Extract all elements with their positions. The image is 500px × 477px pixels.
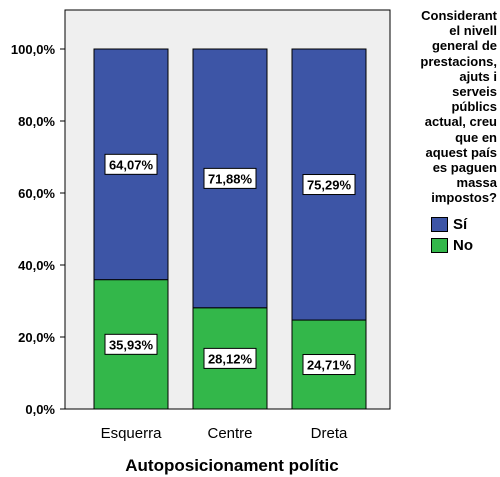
legend-title-line: aquest país — [425, 144, 497, 160]
x-category-label: Centre — [207, 425, 252, 442]
legend-item: No — [431, 235, 497, 256]
data-label: 75,29% — [307, 178, 352, 193]
bars: 35,93% 64,07% 28,12% 71,88% 24,71% 75,29% — [93, 48, 367, 410]
legend-title-line: es paguen — [432, 160, 497, 176]
y-tick-label: 80,0% — [18, 114, 55, 129]
legend-title-line: impostos? — [431, 190, 497, 206]
legend-title-line: Considerant — [421, 8, 497, 23]
legend-title-line: general de — [431, 38, 497, 54]
y-tick-label: 0,0% — [25, 402, 55, 417]
data-label: 28,12% — [208, 351, 253, 366]
y-tick-label: 60,0% — [18, 186, 55, 201]
x-axis-label: Autoposicionament polític — [125, 456, 338, 475]
legend-items: Sí No — [401, 214, 497, 256]
legend-title-line: massa — [456, 175, 497, 191]
legend: Considerant el nivell general de prestacion… — [401, 8, 497, 256]
y-axis: 0,0% 20,0% 40,0% 60,0% 80,0% 100,0% — [11, 42, 65, 417]
y-tick-label: 100,0% — [11, 42, 56, 57]
data-label-box — [203, 167, 257, 189]
data-label-box — [302, 174, 356, 196]
legend-label: Sí — [453, 215, 468, 233]
legend-title: Considerant el nivell general de prestacion… — [401, 8, 497, 206]
legend-title-line: actual, creu — [424, 114, 497, 130]
x-category-label: Dreta — [311, 425, 348, 442]
legend-title-line: que en — [455, 129, 497, 145]
data-label-box — [104, 333, 158, 355]
data-label: 71,88% — [208, 171, 253, 186]
x-axis-category-labels: Esquerra Centre Dreta — [101, 425, 348, 442]
y-tick-label: 40,0% — [18, 258, 55, 273]
legend-title-line: el nivell — [449, 23, 497, 39]
legend-title-line: serveis — [452, 84, 497, 100]
data-label-box — [203, 347, 257, 369]
data-label: 24,71% — [307, 358, 352, 373]
data-label-box — [302, 354, 356, 376]
legend-swatch — [431, 216, 448, 232]
data-label-box — [104, 153, 158, 175]
x-category-label: Esquerra — [101, 425, 163, 442]
legend-title-line: públics — [451, 99, 497, 115]
legend-label: No — [453, 236, 473, 254]
data-label: 64,07% — [109, 157, 154, 172]
data-label: 35,93% — [109, 337, 154, 352]
legend-swatch — [431, 237, 448, 253]
legend-title-line: ajuts i — [459, 68, 497, 84]
legend-item: Sí — [431, 214, 497, 235]
y-tick-label: 20,0% — [18, 330, 55, 345]
legend-title-line: prestacions, — [420, 53, 497, 69]
